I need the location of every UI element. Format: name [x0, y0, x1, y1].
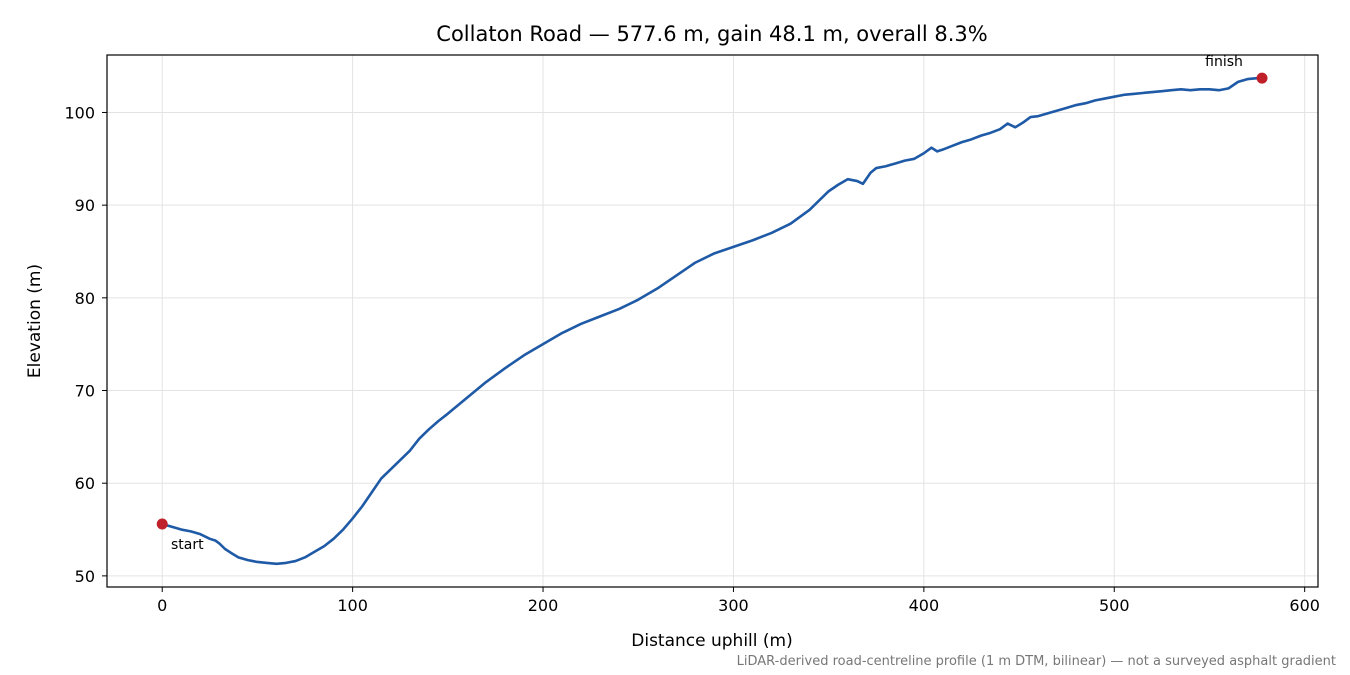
elevation-profile-line: [160, 76, 1264, 566]
footnote: LiDAR-derived road-centreline profile (1…: [737, 654, 1336, 669]
y-tick-label: 90: [75, 196, 95, 215]
x-tick-label: 500: [1099, 596, 1130, 615]
y-tick-label: 50: [75, 567, 95, 586]
x-axis-label: Distance uphill (m): [631, 631, 792, 651]
y-tick-label: 80: [75, 289, 95, 308]
x-axis-ticks: 0 100 200 300 400 500 600: [157, 587, 1320, 615]
finish-annotation: finish: [1205, 54, 1243, 70]
x-tick-label: 200: [528, 596, 559, 615]
x-tick-label: 600: [1289, 596, 1320, 615]
start-annotation: start: [171, 537, 204, 553]
y-axis-label: Elevation (m): [25, 264, 45, 378]
y-tick-label: 70: [75, 382, 95, 401]
start-marker: [156, 518, 168, 530]
x-tick-label: 300: [718, 596, 749, 615]
chart-title: Collaton Road — 577.6 m, gain 48.1 m, ov…: [436, 22, 987, 46]
y-tick-label: 60: [75, 474, 95, 493]
x-tick-label: 100: [337, 596, 368, 615]
plot-area-frame: [106, 54, 1319, 588]
x-tick-label: 0: [157, 596, 167, 615]
finish-marker: [1256, 72, 1268, 84]
y-axis-ticks: 50 60 70 80 90 100: [64, 103, 107, 586]
x-tick-label: 400: [909, 596, 940, 615]
grid: [107, 55, 1318, 587]
y-tick-label: 100: [64, 103, 95, 122]
